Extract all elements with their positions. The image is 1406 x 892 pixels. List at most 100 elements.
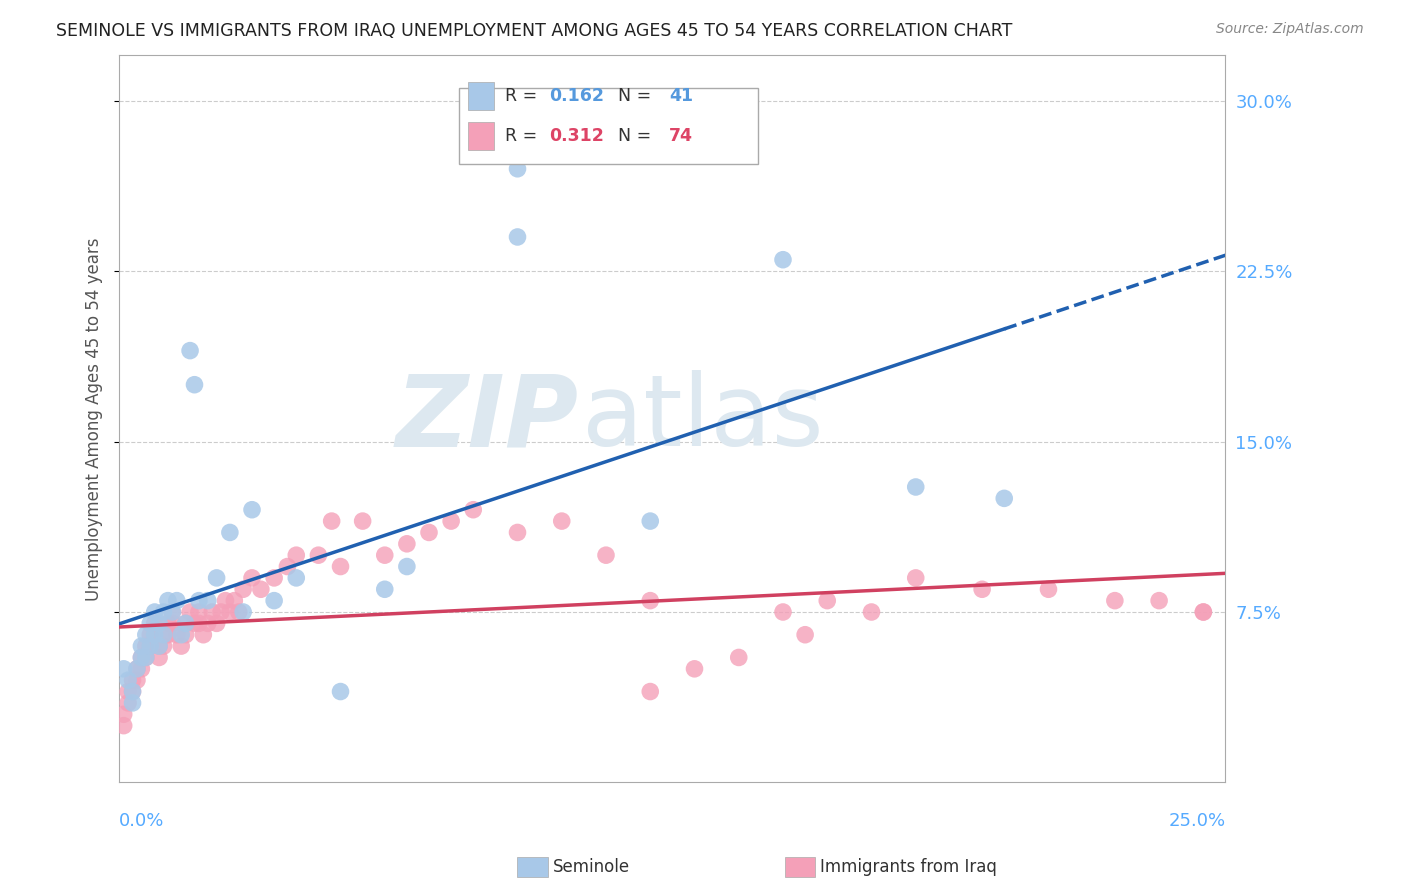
Point	[152, 639, 174, 653]
Point	[374, 582, 396, 597]
Point	[179, 605, 201, 619]
Y-axis label: Unemployment Among Ages 45 to 54 years: Unemployment Among Ages 45 to 54 years	[86, 237, 103, 600]
Text: N =: N =	[607, 127, 657, 145]
Point	[166, 593, 188, 607]
Point	[683, 662, 706, 676]
Point	[815, 593, 838, 607]
Point	[121, 684, 143, 698]
Point	[993, 491, 1015, 506]
Bar	[468, 122, 495, 150]
Point	[228, 605, 250, 619]
Point	[638, 684, 661, 698]
Point	[139, 639, 162, 653]
Point	[250, 582, 273, 597]
Point	[197, 616, 219, 631]
Point	[131, 650, 153, 665]
Point	[121, 673, 143, 688]
Point	[125, 662, 148, 676]
Point	[174, 628, 197, 642]
Point	[463, 502, 485, 516]
Point	[179, 343, 201, 358]
Text: Immigrants from Iraq: Immigrants from Iraq	[820, 858, 997, 876]
Point	[148, 650, 170, 665]
Point	[595, 548, 617, 562]
Point	[232, 605, 254, 619]
Point	[143, 616, 166, 631]
Point	[135, 628, 157, 642]
Point	[156, 616, 179, 631]
Text: R =: R =	[505, 127, 543, 145]
Point	[904, 480, 927, 494]
Point	[131, 662, 153, 676]
Point	[374, 548, 396, 562]
Text: 74: 74	[669, 127, 693, 145]
Point	[117, 673, 139, 688]
Point	[170, 628, 193, 642]
Point	[117, 684, 139, 698]
Point	[506, 161, 529, 176]
Point	[143, 628, 166, 642]
Point	[187, 616, 209, 631]
Point	[162, 605, 184, 619]
Point	[285, 548, 308, 562]
Point	[183, 616, 205, 631]
Point	[972, 582, 994, 597]
Point	[201, 605, 224, 619]
Point	[125, 673, 148, 688]
Point	[131, 650, 153, 665]
Text: 25.0%: 25.0%	[1168, 812, 1226, 830]
Point	[205, 616, 228, 631]
FancyBboxPatch shape	[458, 88, 758, 164]
Bar	[468, 82, 495, 110]
Point	[551, 514, 574, 528]
Point	[1192, 605, 1215, 619]
Point	[112, 707, 135, 722]
Text: 0.312: 0.312	[550, 127, 605, 145]
Point	[152, 628, 174, 642]
Point	[143, 628, 166, 642]
Point	[183, 377, 205, 392]
Point	[794, 628, 817, 642]
Point	[112, 719, 135, 733]
Point	[395, 537, 418, 551]
Point	[131, 639, 153, 653]
Point	[209, 605, 232, 619]
Point	[143, 605, 166, 619]
Point	[1038, 582, 1060, 597]
Point	[1192, 605, 1215, 619]
Point	[139, 639, 162, 653]
Point	[329, 684, 352, 698]
Point	[156, 593, 179, 607]
Point	[263, 571, 285, 585]
Point	[1104, 593, 1126, 607]
Point	[139, 616, 162, 631]
Point	[193, 628, 215, 642]
Point	[125, 662, 148, 676]
Point	[638, 593, 661, 607]
Point	[440, 514, 463, 528]
Point	[506, 525, 529, 540]
Point	[121, 684, 143, 698]
Point	[772, 605, 794, 619]
Point	[197, 593, 219, 607]
Point	[904, 571, 927, 585]
Point	[219, 525, 242, 540]
Point	[506, 230, 529, 244]
Point	[232, 582, 254, 597]
Text: atlas: atlas	[582, 370, 824, 467]
Point	[152, 628, 174, 642]
Point	[148, 639, 170, 653]
Text: SEMINOLE VS IMMIGRANTS FROM IRAQ UNEMPLOYMENT AMONG AGES 45 TO 54 YEARS CORRELAT: SEMINOLE VS IMMIGRANTS FROM IRAQ UNEMPLO…	[56, 22, 1012, 40]
Point	[135, 639, 157, 653]
Point	[162, 616, 184, 631]
Point	[135, 650, 157, 665]
Point	[135, 650, 157, 665]
Point	[321, 514, 343, 528]
Point	[205, 571, 228, 585]
Point	[772, 252, 794, 267]
Point	[418, 525, 440, 540]
Text: R =: R =	[505, 87, 543, 105]
Point	[1147, 593, 1170, 607]
Text: Source: ZipAtlas.com: Source: ZipAtlas.com	[1216, 22, 1364, 37]
Point	[860, 605, 883, 619]
